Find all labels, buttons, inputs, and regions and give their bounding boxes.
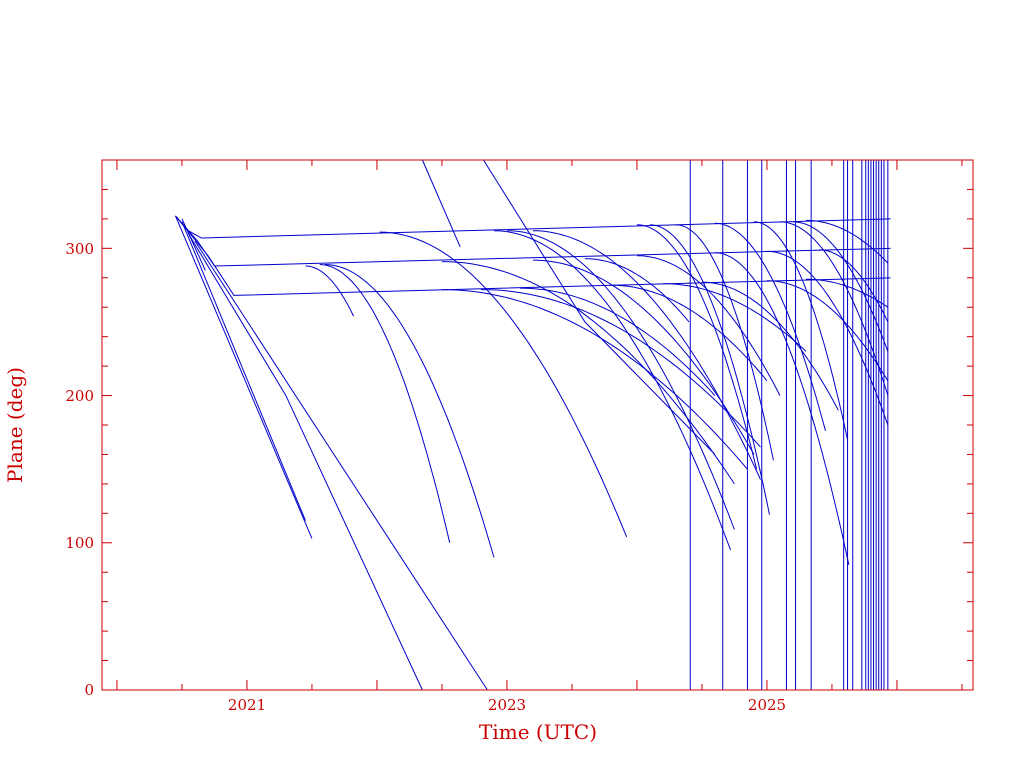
plot-frame [101, 159, 974, 691]
trajectory-line [610, 284, 768, 382]
trajectory-line [441, 261, 735, 485]
trajectory-line [379, 231, 628, 538]
trajectory-line [194, 240, 488, 691]
trajectory-line [753, 221, 848, 440]
x-tick-label: 2023 [488, 696, 526, 714]
trajectory-line [187, 233, 423, 691]
trajectory-line [480, 289, 761, 448]
axis-ticks [102, 159, 973, 691]
plot-marks [175, 159, 891, 691]
trajectory-line [675, 224, 774, 461]
trajectory-line [519, 287, 716, 396]
trajectory-line [714, 222, 826, 432]
trajectory-line [441, 289, 748, 470]
trajectory-line [636, 224, 758, 470]
y-tick-label: 100 [65, 534, 94, 552]
trajectory-line [421, 159, 461, 248]
trajectory-line [532, 259, 755, 455]
x-tick-label: 2025 [748, 696, 786, 714]
trajectory-line [493, 230, 732, 551]
trajectory-line [636, 255, 781, 396]
trajectory-line [319, 264, 451, 543]
trajectory-line [805, 219, 889, 264]
x-tick-label: 2021 [228, 696, 266, 714]
trajectory-line [175, 215, 891, 267]
trajectory-line [792, 221, 889, 352]
trajectory-line [324, 264, 495, 558]
trajectory-line [483, 159, 716, 455]
trajectory-line [766, 250, 889, 426]
x-axis-title: Time (UTC) [479, 720, 597, 744]
trajectory-line [506, 230, 735, 530]
y-axis-title: Plane (deg) [3, 367, 27, 483]
trajectory-line [181, 218, 206, 271]
trajectory-line [818, 249, 889, 323]
trajectory-line [779, 221, 889, 396]
y-tick-label: 0 [84, 681, 94, 699]
y-tick-label: 300 [65, 240, 94, 258]
trajectory-line [701, 281, 839, 411]
y-tick-label: 200 [65, 387, 94, 405]
trajectory-line [532, 230, 761, 480]
trajectory-line [305, 265, 354, 317]
trajectory-line [181, 221, 306, 521]
trajectory-line [584, 258, 690, 323]
trajectory-line [649, 224, 770, 515]
trajectory-line [766, 280, 889, 382]
trajectory-line [805, 278, 889, 308]
trajectory-line [663, 283, 807, 352]
trajectory-line [175, 215, 313, 539]
